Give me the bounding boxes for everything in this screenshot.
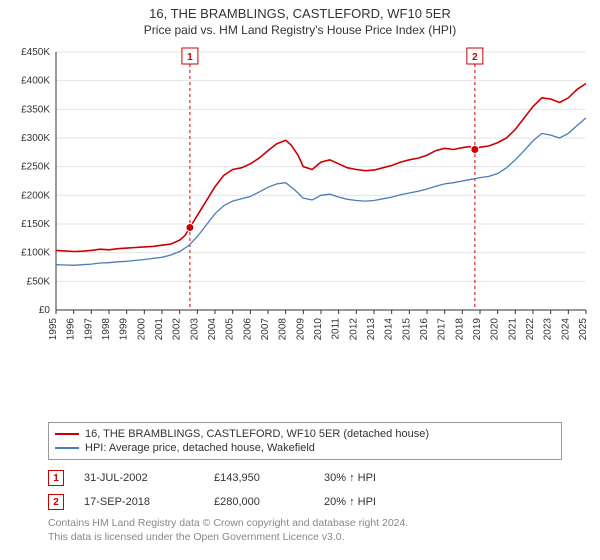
svg-text:£450K: £450K xyxy=(21,47,50,58)
event-row: 1 31-JUL-2002 £143,950 30% ↑ HPI xyxy=(48,466,552,490)
line-chart-svg: £0 £50K £100K £150K £200K £250K £300K £350K £400… xyxy=(0,44,600,364)
event-date: 17-SEP-2018 xyxy=(84,496,194,508)
svg-text:1998: 1998 xyxy=(101,318,112,341)
event-hpi-note: 20% ↑ HPI xyxy=(324,496,444,508)
legend-item: 16, THE BRAMBLINGS, CASTLEFORD, WF10 5ER… xyxy=(55,427,555,441)
svg-text:£150K: £150K xyxy=(21,219,50,230)
svg-text:2016: 2016 xyxy=(419,318,430,341)
legend-item: HPI: Average price, detached house, Wake… xyxy=(55,441,555,455)
event-marker-icon: 2 xyxy=(48,494,64,510)
svg-text:2000: 2000 xyxy=(136,318,147,341)
svg-text:2022: 2022 xyxy=(525,318,536,341)
svg-text:2007: 2007 xyxy=(260,318,271,341)
svg-text:2006: 2006 xyxy=(242,318,253,341)
legend-swatch xyxy=(55,447,79,449)
svg-text:2019: 2019 xyxy=(472,318,483,341)
svg-text:2010: 2010 xyxy=(313,318,324,341)
svg-text:2001: 2001 xyxy=(154,318,165,341)
legend: 16, THE BRAMBLINGS, CASTLEFORD, WF10 5ER… xyxy=(48,422,562,460)
footer-line: Contains HM Land Registry data © Crown c… xyxy=(48,516,548,530)
chart-subtitle: Price paid vs. HM Land Registry's House … xyxy=(0,21,600,41)
svg-text:£200K: £200K xyxy=(21,190,50,201)
svg-text:2009: 2009 xyxy=(295,318,306,341)
svg-text:2021: 2021 xyxy=(507,318,518,341)
chart-plot-area: £0 £50K £100K £150K £200K £250K £300K £350K £400… xyxy=(0,44,600,364)
svg-text:2012: 2012 xyxy=(348,318,359,341)
svg-text:1995: 1995 xyxy=(48,318,59,341)
svg-text:2: 2 xyxy=(472,52,478,63)
svg-text:1999: 1999 xyxy=(119,318,130,341)
chart-container: 16, THE BRAMBLINGS, CASTLEFORD, WF10 5ER… xyxy=(0,0,600,560)
event-marker-icon: 1 xyxy=(48,470,64,486)
legend-label: 16, THE BRAMBLINGS, CASTLEFORD, WF10 5ER… xyxy=(85,428,429,440)
svg-text:2005: 2005 xyxy=(225,318,236,341)
svg-text:2004: 2004 xyxy=(207,318,218,341)
svg-text:2002: 2002 xyxy=(172,318,183,341)
event-row: 2 17-SEP-2018 £280,000 20% ↑ HPI xyxy=(48,490,552,514)
event-date: 31-JUL-2002 xyxy=(84,472,194,484)
svg-text:2024: 2024 xyxy=(560,318,571,341)
svg-text:2023: 2023 xyxy=(543,318,554,341)
svg-text:2008: 2008 xyxy=(278,318,289,341)
legend-swatch xyxy=(55,433,79,435)
svg-text:£100K: £100K xyxy=(21,248,50,259)
svg-text:2011: 2011 xyxy=(331,318,342,340)
svg-text:1996: 1996 xyxy=(66,318,77,341)
svg-text:£50K: £50K xyxy=(27,276,51,287)
svg-text:2018: 2018 xyxy=(454,318,465,341)
svg-text:£250K: £250K xyxy=(21,162,50,173)
footer-attribution: Contains HM Land Registry data © Crown c… xyxy=(48,516,548,544)
event-hpi-note: 30% ↑ HPI xyxy=(324,472,444,484)
svg-text:2017: 2017 xyxy=(437,318,448,341)
svg-text:2020: 2020 xyxy=(490,318,501,341)
svg-text:2013: 2013 xyxy=(366,318,377,341)
svg-text:£350K: £350K xyxy=(21,104,50,115)
svg-text:2014: 2014 xyxy=(384,318,395,341)
chart-title: 16, THE BRAMBLINGS, CASTLEFORD, WF10 5ER xyxy=(0,0,600,21)
svg-text:£300K: £300K xyxy=(21,133,50,144)
legend-label: HPI: Average price, detached house, Wake… xyxy=(85,442,315,454)
svg-text:1: 1 xyxy=(187,52,193,63)
svg-text:1997: 1997 xyxy=(83,318,94,341)
event-price: £143,950 xyxy=(214,472,304,484)
svg-text:2025: 2025 xyxy=(578,318,589,341)
svg-text:£0: £0 xyxy=(39,305,51,316)
event-list: 1 31-JUL-2002 £143,950 30% ↑ HPI 2 17-SE… xyxy=(48,466,552,514)
svg-text:£400K: £400K xyxy=(21,76,50,87)
footer-line: This data is licensed under the Open Gov… xyxy=(48,530,548,544)
svg-text:2003: 2003 xyxy=(189,318,200,341)
event-price: £280,000 xyxy=(214,496,304,508)
svg-text:2015: 2015 xyxy=(401,318,412,341)
